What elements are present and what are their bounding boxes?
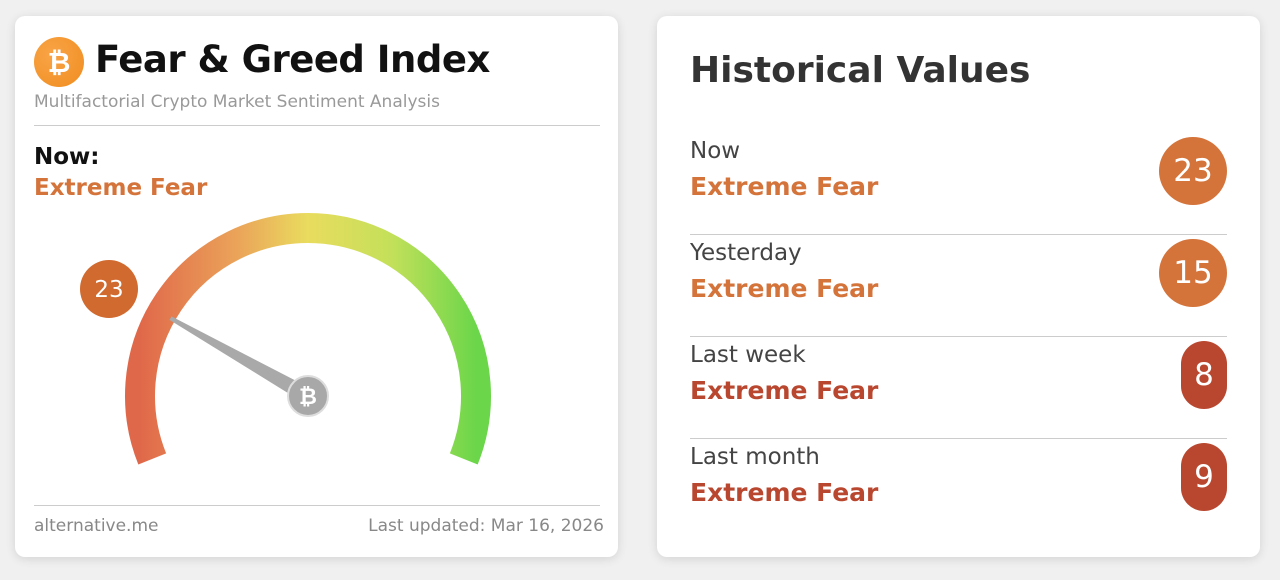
source-link[interactable]: alternative.me <box>34 516 159 536</box>
divider <box>34 505 600 506</box>
now-classification: Extreme Fear <box>34 175 208 201</box>
gauge-value: 23 <box>94 277 123 303</box>
divider <box>690 438 1227 439</box>
gauge-arc <box>125 213 491 465</box>
history-classification: Extreme Fear <box>690 478 879 507</box>
history-label: Yesterday <box>690 240 802 266</box>
card-subtitle: Multifactorial Crypto Market Sentiment A… <box>34 92 440 112</box>
history-row: Yesterday Extreme Fear 15 <box>690 236 1227 337</box>
needle-hub: ₿ <box>287 375 329 417</box>
history-value-badge: 9 <box>1181 443 1227 511</box>
gauge: ₿ 23 <box>80 213 491 465</box>
history-classification: Extreme Fear <box>690 172 879 201</box>
divider <box>690 234 1227 235</box>
gauge-value-badge: 23 <box>80 260 138 318</box>
divider <box>690 336 1227 337</box>
bitcoin-icon: ₿ <box>34 37 84 87</box>
historical-title: Historical Values <box>690 50 1031 91</box>
history-classification: Extreme Fear <box>690 274 879 303</box>
card-title: Fear & Greed Index <box>95 38 490 81</box>
now-label: Now: <box>34 144 100 170</box>
history-label: Last month <box>690 444 820 470</box>
history-label: Last week <box>690 342 806 368</box>
historical-values-card: Historical Values Now Extreme Fear 23 Ye… <box>657 16 1260 557</box>
history-classification: Extreme Fear <box>690 376 879 405</box>
last-updated: Last updated: Mar 16, 2026 <box>368 516 604 536</box>
history-label: Now <box>690 138 741 164</box>
history-value-badge: 8 <box>1181 341 1227 409</box>
history-value-badge: 15 <box>1159 239 1227 307</box>
bitcoin-icon: ₿ <box>299 385 317 410</box>
gauge-needle <box>169 316 312 403</box>
history-row: Now Extreme Fear 23 <box>690 134 1227 235</box>
history-row: Last week Extreme Fear 8 <box>690 338 1227 439</box>
fear-greed-index-card: ₿ Fear & Greed Index Multifactorial Cryp… <box>15 16 618 557</box>
history-row: Last month Extreme Fear 9 <box>690 440 1227 541</box>
history-value-badge: 23 <box>1159 137 1227 205</box>
divider <box>34 125 600 126</box>
